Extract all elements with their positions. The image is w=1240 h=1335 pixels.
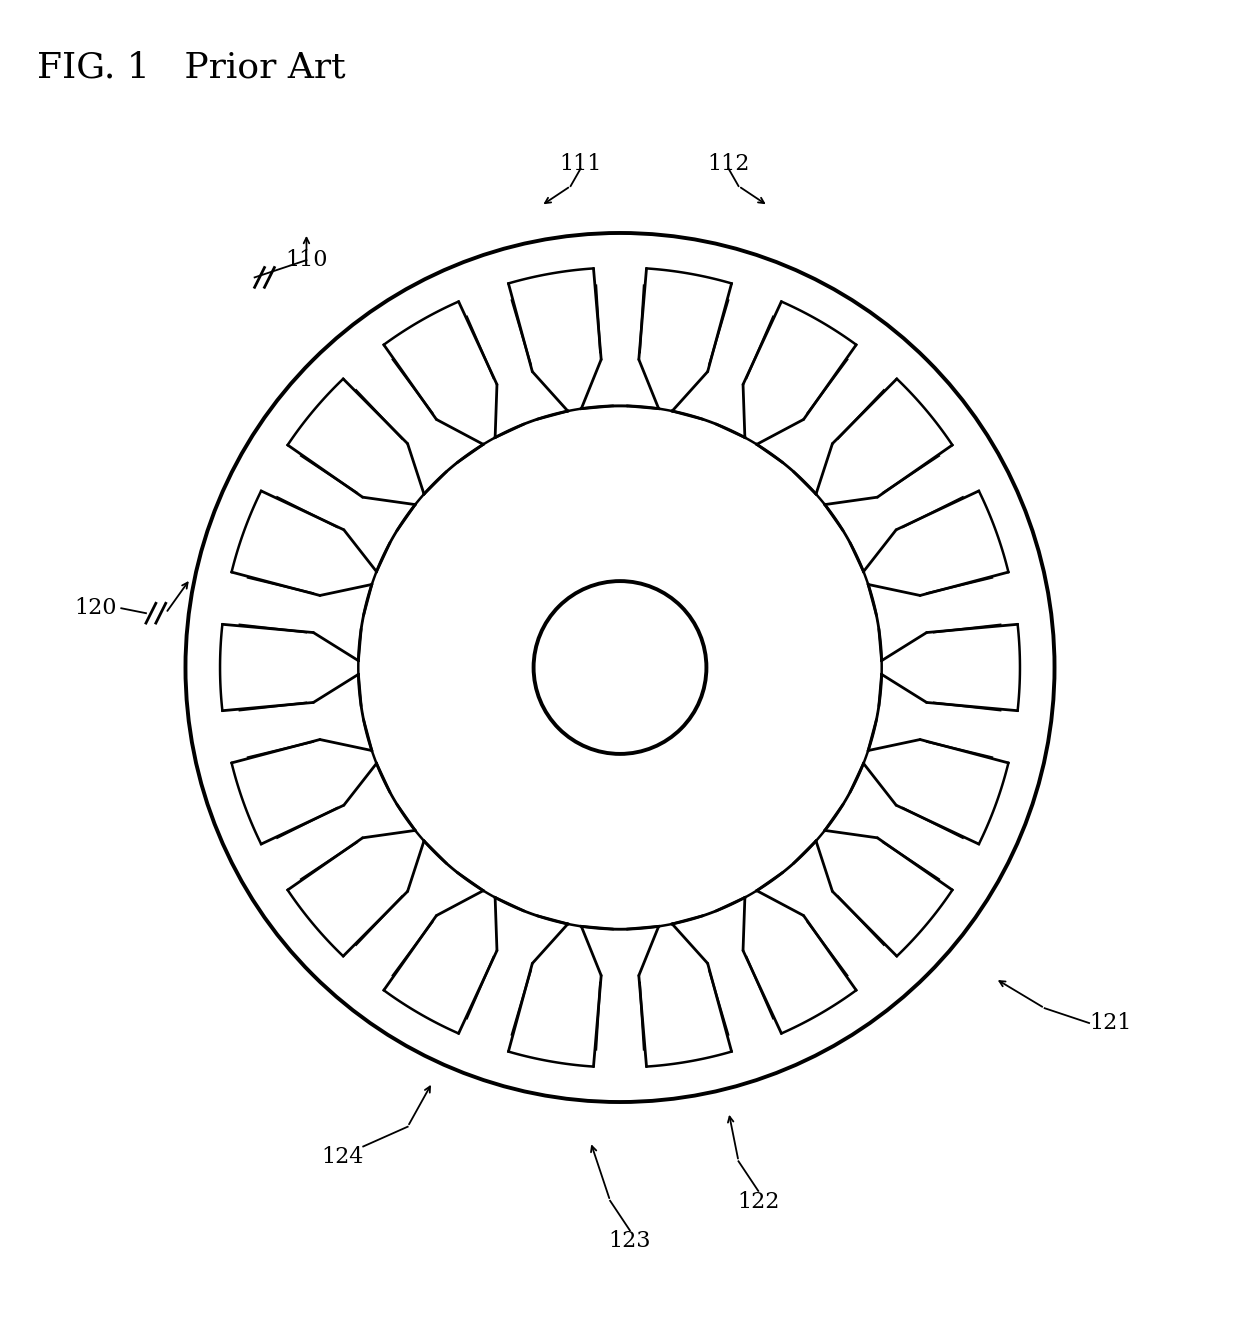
Text: FIG. 1   Prior Art: FIG. 1 Prior Art xyxy=(37,51,346,84)
Text: 124: 124 xyxy=(321,1147,363,1168)
Circle shape xyxy=(186,234,1054,1101)
Text: 122: 122 xyxy=(737,1191,780,1214)
Text: 120: 120 xyxy=(74,597,117,619)
Text: 111: 111 xyxy=(559,152,601,175)
Circle shape xyxy=(533,581,707,754)
Text: 121: 121 xyxy=(1089,1012,1131,1035)
Text: 112: 112 xyxy=(708,152,750,175)
Text: 110: 110 xyxy=(285,250,327,271)
Text: 123: 123 xyxy=(609,1231,651,1252)
